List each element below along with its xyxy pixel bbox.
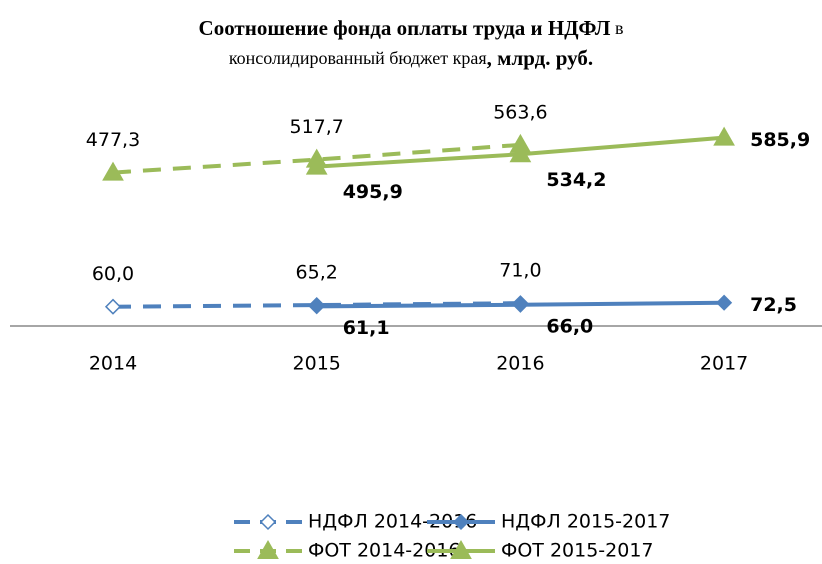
marker [104, 298, 122, 315]
x-tick-label: 2014 [89, 353, 137, 375]
title-run: Соотношение фонда оплаты труда и НДФЛ [199, 16, 611, 40]
marker [308, 298, 325, 315]
x-tick-label: 2015 [293, 353, 341, 375]
data-label: 563,6 [493, 101, 547, 123]
data-label: 71,0 [499, 260, 541, 282]
title-run: в [610, 18, 623, 38]
chart-title: консолидированный бюджет края, млрд. руб… [229, 46, 593, 70]
legend-marker [450, 539, 472, 559]
marker [716, 294, 733, 311]
marker [713, 126, 735, 146]
legend-label: НДФЛ 2014-2016 [308, 511, 477, 533]
chart-title: Соотношение фонда оплаты труда и НДФЛ в [199, 16, 624, 40]
data-label: 65,2 [296, 262, 338, 284]
data-label: 72,5 [750, 294, 797, 316]
legend-marker [257, 539, 279, 559]
title-run: консолидированный бюджет края [229, 48, 487, 68]
data-label: 477,3 [86, 129, 140, 151]
legend-marker [452, 513, 470, 531]
title-run: , млрд. руб. [487, 46, 594, 70]
data-label: 585,9 [750, 129, 810, 151]
marker [509, 143, 532, 163]
legend-label: ФОТ 2015-2017 [501, 540, 654, 562]
series-line [112, 142, 521, 175]
data-label: 495,9 [343, 181, 403, 203]
data-label: 534,2 [546, 169, 606, 191]
marker [512, 296, 529, 313]
legend-label: ФОТ 2014-2016 [308, 540, 461, 562]
legend-label: НДФЛ 2015-2017 [501, 511, 670, 533]
data-label: 60,0 [92, 263, 134, 285]
legend-marker [259, 513, 277, 531]
data-label: 61,1 [343, 317, 390, 339]
data-label: 66,0 [546, 315, 593, 337]
x-tick-label: 2017 [700, 353, 748, 375]
marker [102, 161, 124, 181]
x-tick-label: 2016 [496, 353, 544, 375]
marker [305, 155, 328, 175]
data-label: 517,7 [289, 116, 343, 138]
